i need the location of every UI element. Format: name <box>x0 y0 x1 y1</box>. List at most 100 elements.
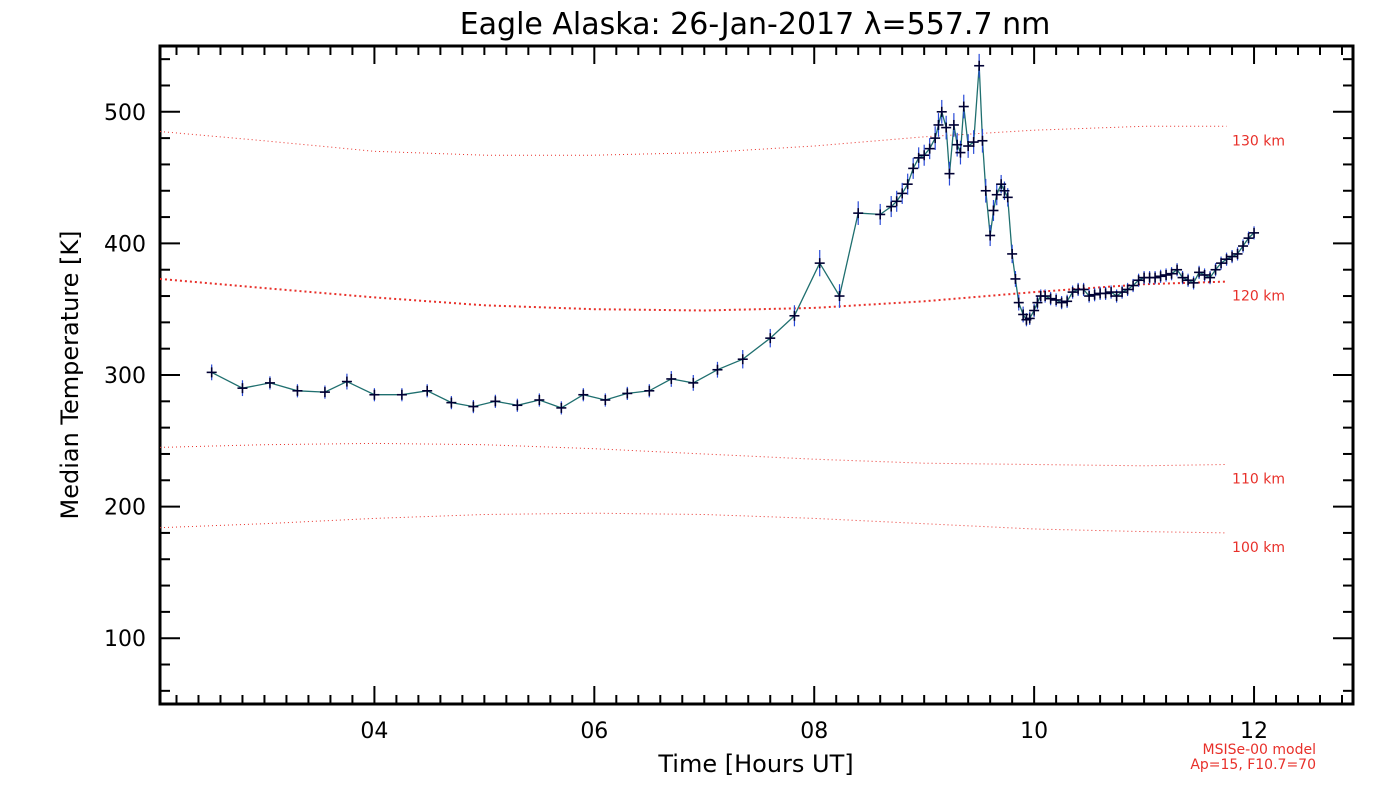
y-axis-label: Median Temperature [K] <box>56 230 84 519</box>
data-point <box>622 388 633 399</box>
data-point <box>1194 267 1205 278</box>
data-point <box>1172 264 1183 275</box>
data-point <box>1010 273 1021 284</box>
data-point <box>369 389 380 400</box>
data-point <box>891 196 902 207</box>
data-point <box>919 150 930 161</box>
data-point <box>490 396 501 407</box>
data-point <box>396 389 407 400</box>
data-point <box>974 60 985 71</box>
data-point <box>292 385 303 396</box>
data-point <box>1183 275 1194 286</box>
data-point <box>341 376 352 387</box>
data-point <box>936 106 947 117</box>
series-line-group <box>211 65 1255 409</box>
temperature-series-line <box>211 65 1255 409</box>
data-point <box>468 401 479 412</box>
data-point <box>1111 291 1122 302</box>
data-point <box>834 291 845 302</box>
data-point <box>446 397 457 408</box>
data-point <box>765 333 776 344</box>
data-point <box>996 179 1007 190</box>
data-point <box>206 367 217 378</box>
model-curve-label: 120 km <box>1232 289 1285 305</box>
data-point <box>968 137 979 148</box>
data-markers <box>206 60 1260 413</box>
model-curve-label: 100 km <box>1232 540 1285 556</box>
data-point <box>1150 272 1161 283</box>
data-point <box>853 208 864 219</box>
data-point <box>600 395 611 406</box>
data-point <box>1227 251 1238 262</box>
data-point <box>1029 305 1040 316</box>
data-point <box>1243 233 1254 244</box>
data-point <box>712 364 723 375</box>
data-point <box>666 373 677 384</box>
model-curve <box>159 277 1227 312</box>
data-point <box>422 385 433 396</box>
model-curve <box>159 125 1227 156</box>
data-point <box>1007 248 1018 259</box>
data-point <box>955 147 966 158</box>
data-point <box>1002 192 1013 203</box>
data-point <box>1221 254 1232 265</box>
data-point <box>556 402 567 413</box>
data-point <box>977 135 988 146</box>
error-bars <box>211 53 1255 415</box>
y-tick-label: 200 <box>104 496 146 521</box>
data-point <box>789 310 800 321</box>
data-point <box>1205 272 1216 283</box>
y-tick-label: 400 <box>104 232 146 257</box>
data-point <box>985 230 996 241</box>
data-point <box>1100 288 1111 299</box>
data-point <box>991 189 1002 200</box>
data-point <box>1024 313 1035 324</box>
model-note-line-2: Ap=15, F10.7=70 <box>1190 757 1316 773</box>
data-point <box>988 205 999 216</box>
data-point <box>1249 227 1260 238</box>
data-point <box>1013 297 1024 308</box>
data-point <box>941 122 952 133</box>
data-point <box>578 389 589 400</box>
data-point <box>1078 284 1089 295</box>
data-point <box>1210 264 1221 275</box>
data-point <box>930 133 941 144</box>
data-point <box>512 400 523 411</box>
data-point <box>958 101 969 112</box>
model-curve-label: 130 km <box>1232 133 1285 149</box>
model-curves <box>159 125 1227 534</box>
data-point <box>999 185 1010 196</box>
data-point <box>1117 287 1128 298</box>
y-tick-label: 300 <box>104 364 146 389</box>
data-point <box>1106 287 1117 298</box>
data-point <box>1067 287 1078 298</box>
data-point <box>1084 291 1095 302</box>
data-point <box>1232 248 1243 259</box>
data-point <box>264 377 275 388</box>
model-curve <box>159 512 1227 534</box>
data-point <box>1018 309 1029 320</box>
data-point <box>1051 294 1062 305</box>
x-tick-label: 10 <box>1020 719 1048 744</box>
x-tick-label: 08 <box>800 719 828 744</box>
y-tick-label: 500 <box>104 101 146 126</box>
data-point <box>875 209 886 220</box>
data-point <box>1238 241 1249 252</box>
y-tick-label: 100 <box>104 627 146 652</box>
data-point <box>886 201 897 212</box>
data-point <box>1188 277 1199 288</box>
data-point <box>737 354 748 365</box>
data-point <box>902 179 913 190</box>
data-point <box>952 139 963 150</box>
data-point <box>963 141 974 152</box>
axis-ticks: 04 06 08 10 12 100 200 300 400 500 <box>104 46 1353 744</box>
data-point <box>897 188 908 199</box>
data-point <box>1199 269 1210 280</box>
data-point <box>1056 297 1067 308</box>
model-curve <box>159 442 1227 467</box>
data-point <box>1133 275 1144 286</box>
data-point <box>319 387 330 398</box>
data-point <box>1045 293 1056 304</box>
